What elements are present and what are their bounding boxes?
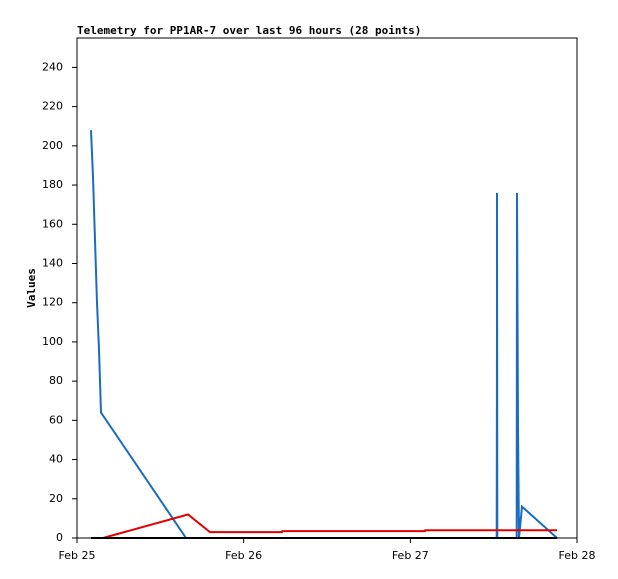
y-tick-label: 60 — [49, 413, 63, 426]
y-tick-label: 0 — [56, 531, 63, 544]
x-tick-label: Feb 25 — [59, 549, 96, 562]
x-tick-label: Feb 26 — [225, 549, 262, 562]
y-tick-label: 100 — [42, 335, 63, 348]
y-tick-label: 120 — [42, 296, 63, 309]
y-tick-label: 180 — [42, 178, 63, 191]
x-tick-label: Feb 28 — [559, 549, 596, 562]
y-tick-label: 40 — [49, 453, 63, 466]
series-line — [102, 513, 557, 539]
y-tick-label: 20 — [49, 492, 63, 505]
y-tick-label: 220 — [42, 100, 63, 113]
y-axis-label: Values — [25, 268, 38, 308]
plot-frame — [76, 37, 578, 539]
y-tick-label: 80 — [49, 374, 63, 387]
y-tick-label: 240 — [42, 60, 63, 73]
y-tick-label: 200 — [42, 139, 63, 152]
y-tick-label: 160 — [42, 217, 63, 230]
y-tick-label: 140 — [42, 256, 63, 269]
series-line — [90, 130, 558, 539]
x-tick-label: Feb 27 — [392, 549, 429, 562]
chart-title: Telemetry for PP1AR-7 over last 96 hours… — [77, 24, 421, 37]
